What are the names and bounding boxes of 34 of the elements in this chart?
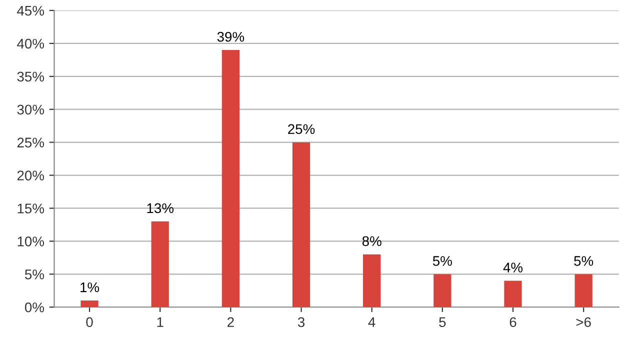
data-label: 1% xyxy=(80,282,100,292)
y-tick-label: 15% xyxy=(18,204,44,214)
y-tick-label: 40% xyxy=(17,38,44,49)
data-label: 5% xyxy=(574,256,594,266)
data-label: 5% xyxy=(432,256,452,266)
y-tick-label: 5% xyxy=(24,270,44,280)
data-label: 4% xyxy=(503,262,523,272)
x-tick-label: 5 xyxy=(439,317,446,328)
bar xyxy=(574,274,592,308)
data-label: 25% xyxy=(288,124,315,134)
x-tick-label: 4 xyxy=(368,317,376,327)
bar xyxy=(222,50,240,308)
bar xyxy=(80,300,98,308)
bar xyxy=(434,274,452,308)
x-tick-label: 0 xyxy=(86,317,93,328)
bar xyxy=(504,280,522,308)
data-label: 8% xyxy=(362,236,382,246)
y-tick-label: 45% xyxy=(17,6,44,16)
x-tick-label: >6 xyxy=(576,317,591,328)
data-label: 39% xyxy=(217,32,244,42)
y-tick-label: 30% xyxy=(17,104,44,115)
y-tick-label: 10% xyxy=(18,236,44,246)
bar xyxy=(292,142,310,308)
x-tick-label: 3 xyxy=(298,317,305,328)
data-label: 13% xyxy=(147,203,174,214)
y-tick-label: 35% xyxy=(17,72,44,82)
bar xyxy=(363,254,381,308)
y-tick-label: 25% xyxy=(17,138,44,148)
y-tick-label: 20% xyxy=(17,170,44,180)
x-tick-label: 2 xyxy=(228,317,234,327)
x-tick-label: 6 xyxy=(510,317,516,328)
y-tick-label: 0% xyxy=(24,302,44,312)
x-tick-label: 1 xyxy=(157,317,164,327)
bar xyxy=(151,221,169,308)
